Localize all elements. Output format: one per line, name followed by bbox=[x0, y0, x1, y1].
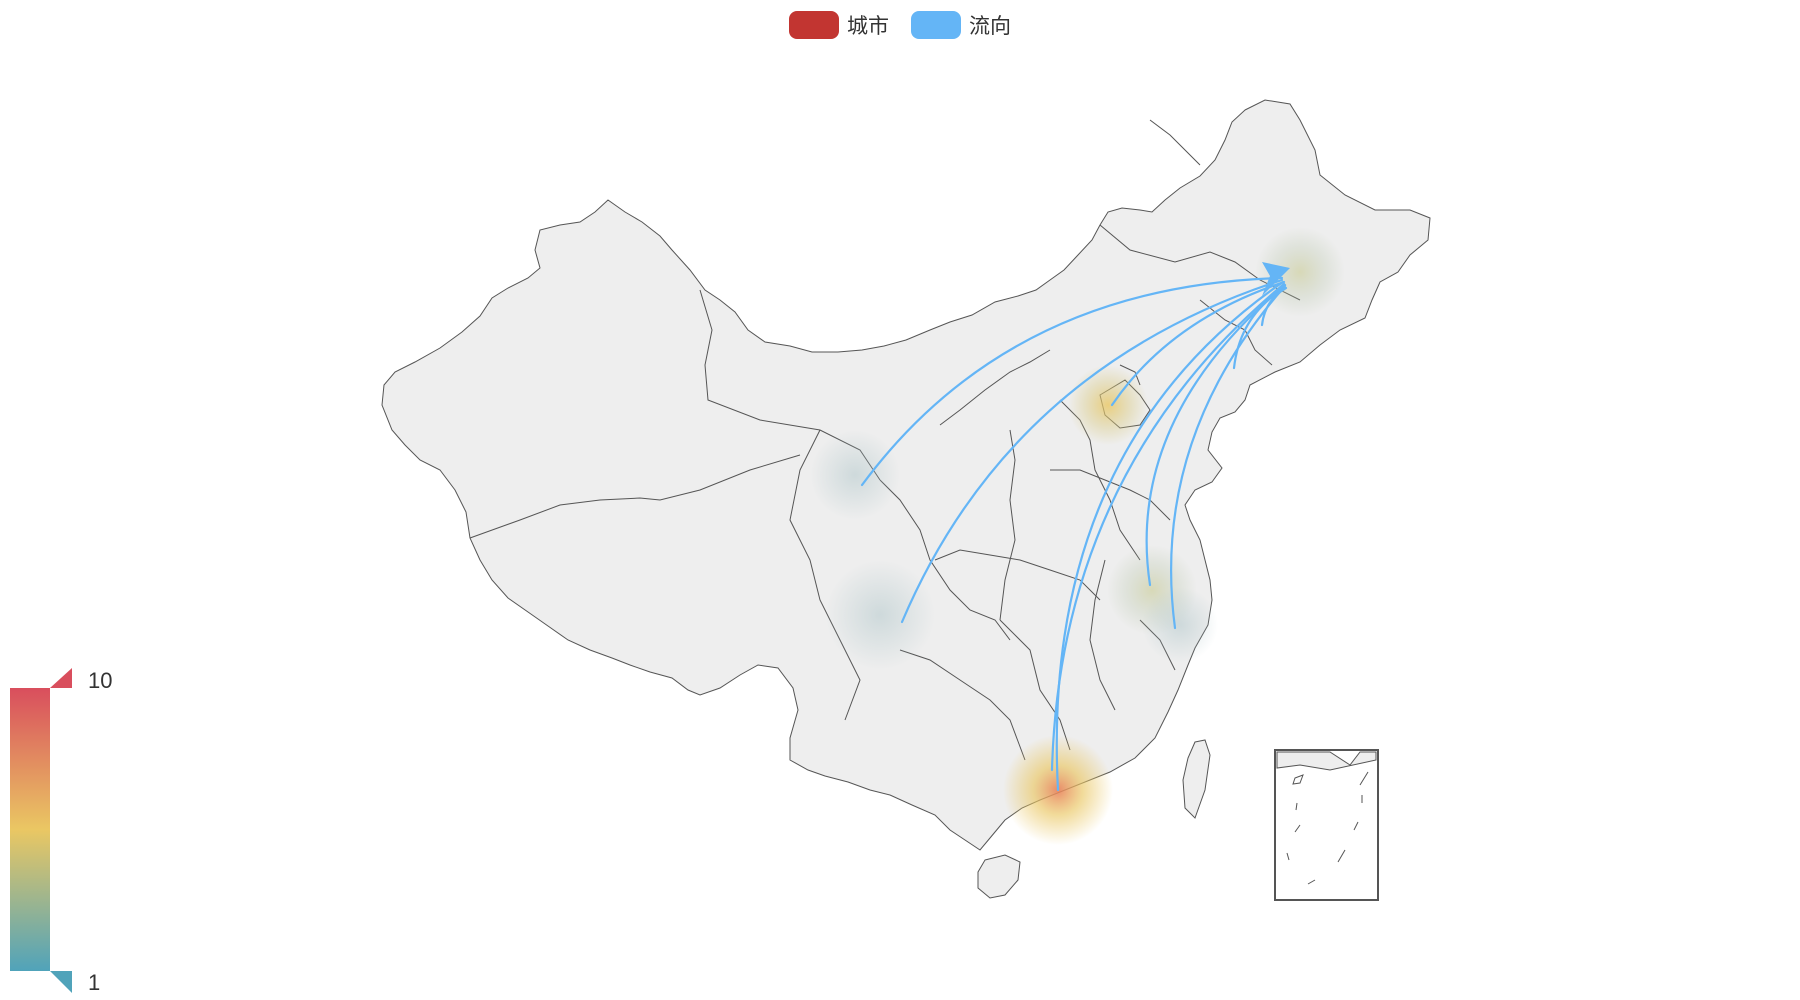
visual-map-max-label: 10 bbox=[88, 668, 113, 693]
heat-point-shanghai bbox=[1142, 587, 1218, 663]
legend-label-city: 城市 bbox=[847, 15, 889, 38]
heatmap-layer bbox=[810, 227, 1345, 845]
flow-line-beijing bbox=[1110, 280, 1286, 407]
visual-map: 10 1 bbox=[8, 668, 138, 998]
flow-line-nanjing bbox=[1145, 283, 1287, 587]
flow-arrowhead bbox=[1262, 262, 1290, 296]
flow-lines bbox=[860, 276, 1288, 792]
legend-item-city[interactable]: 城市 bbox=[789, 10, 889, 40]
south-china-sea-inset bbox=[1274, 749, 1379, 901]
legend-label-flow: 流向 bbox=[969, 15, 1011, 38]
hainan-island bbox=[977, 854, 1021, 899]
china-outline bbox=[381, 99, 1431, 851]
legend: 城市 流向 bbox=[0, 10, 1800, 40]
heat-point-xining bbox=[810, 430, 900, 520]
flow-line-guangzhou-2 bbox=[1050, 282, 1286, 772]
heat-point-chengdu bbox=[825, 560, 935, 670]
visual-map-min-label: 1 bbox=[88, 970, 101, 995]
flow-line-xining bbox=[860, 276, 1284, 487]
legend-item-flow[interactable]: 流向 bbox=[911, 10, 1011, 40]
legend-swatch-city bbox=[789, 11, 839, 39]
flow-line-shanghai bbox=[1170, 284, 1287, 630]
legend-swatch-flow bbox=[911, 11, 961, 39]
visual-map-bar bbox=[10, 668, 72, 993]
taiwan-island bbox=[1182, 739, 1211, 819]
flow-line-chengdu bbox=[900, 278, 1284, 624]
flow-line-shenyang-2 bbox=[1260, 286, 1288, 327]
